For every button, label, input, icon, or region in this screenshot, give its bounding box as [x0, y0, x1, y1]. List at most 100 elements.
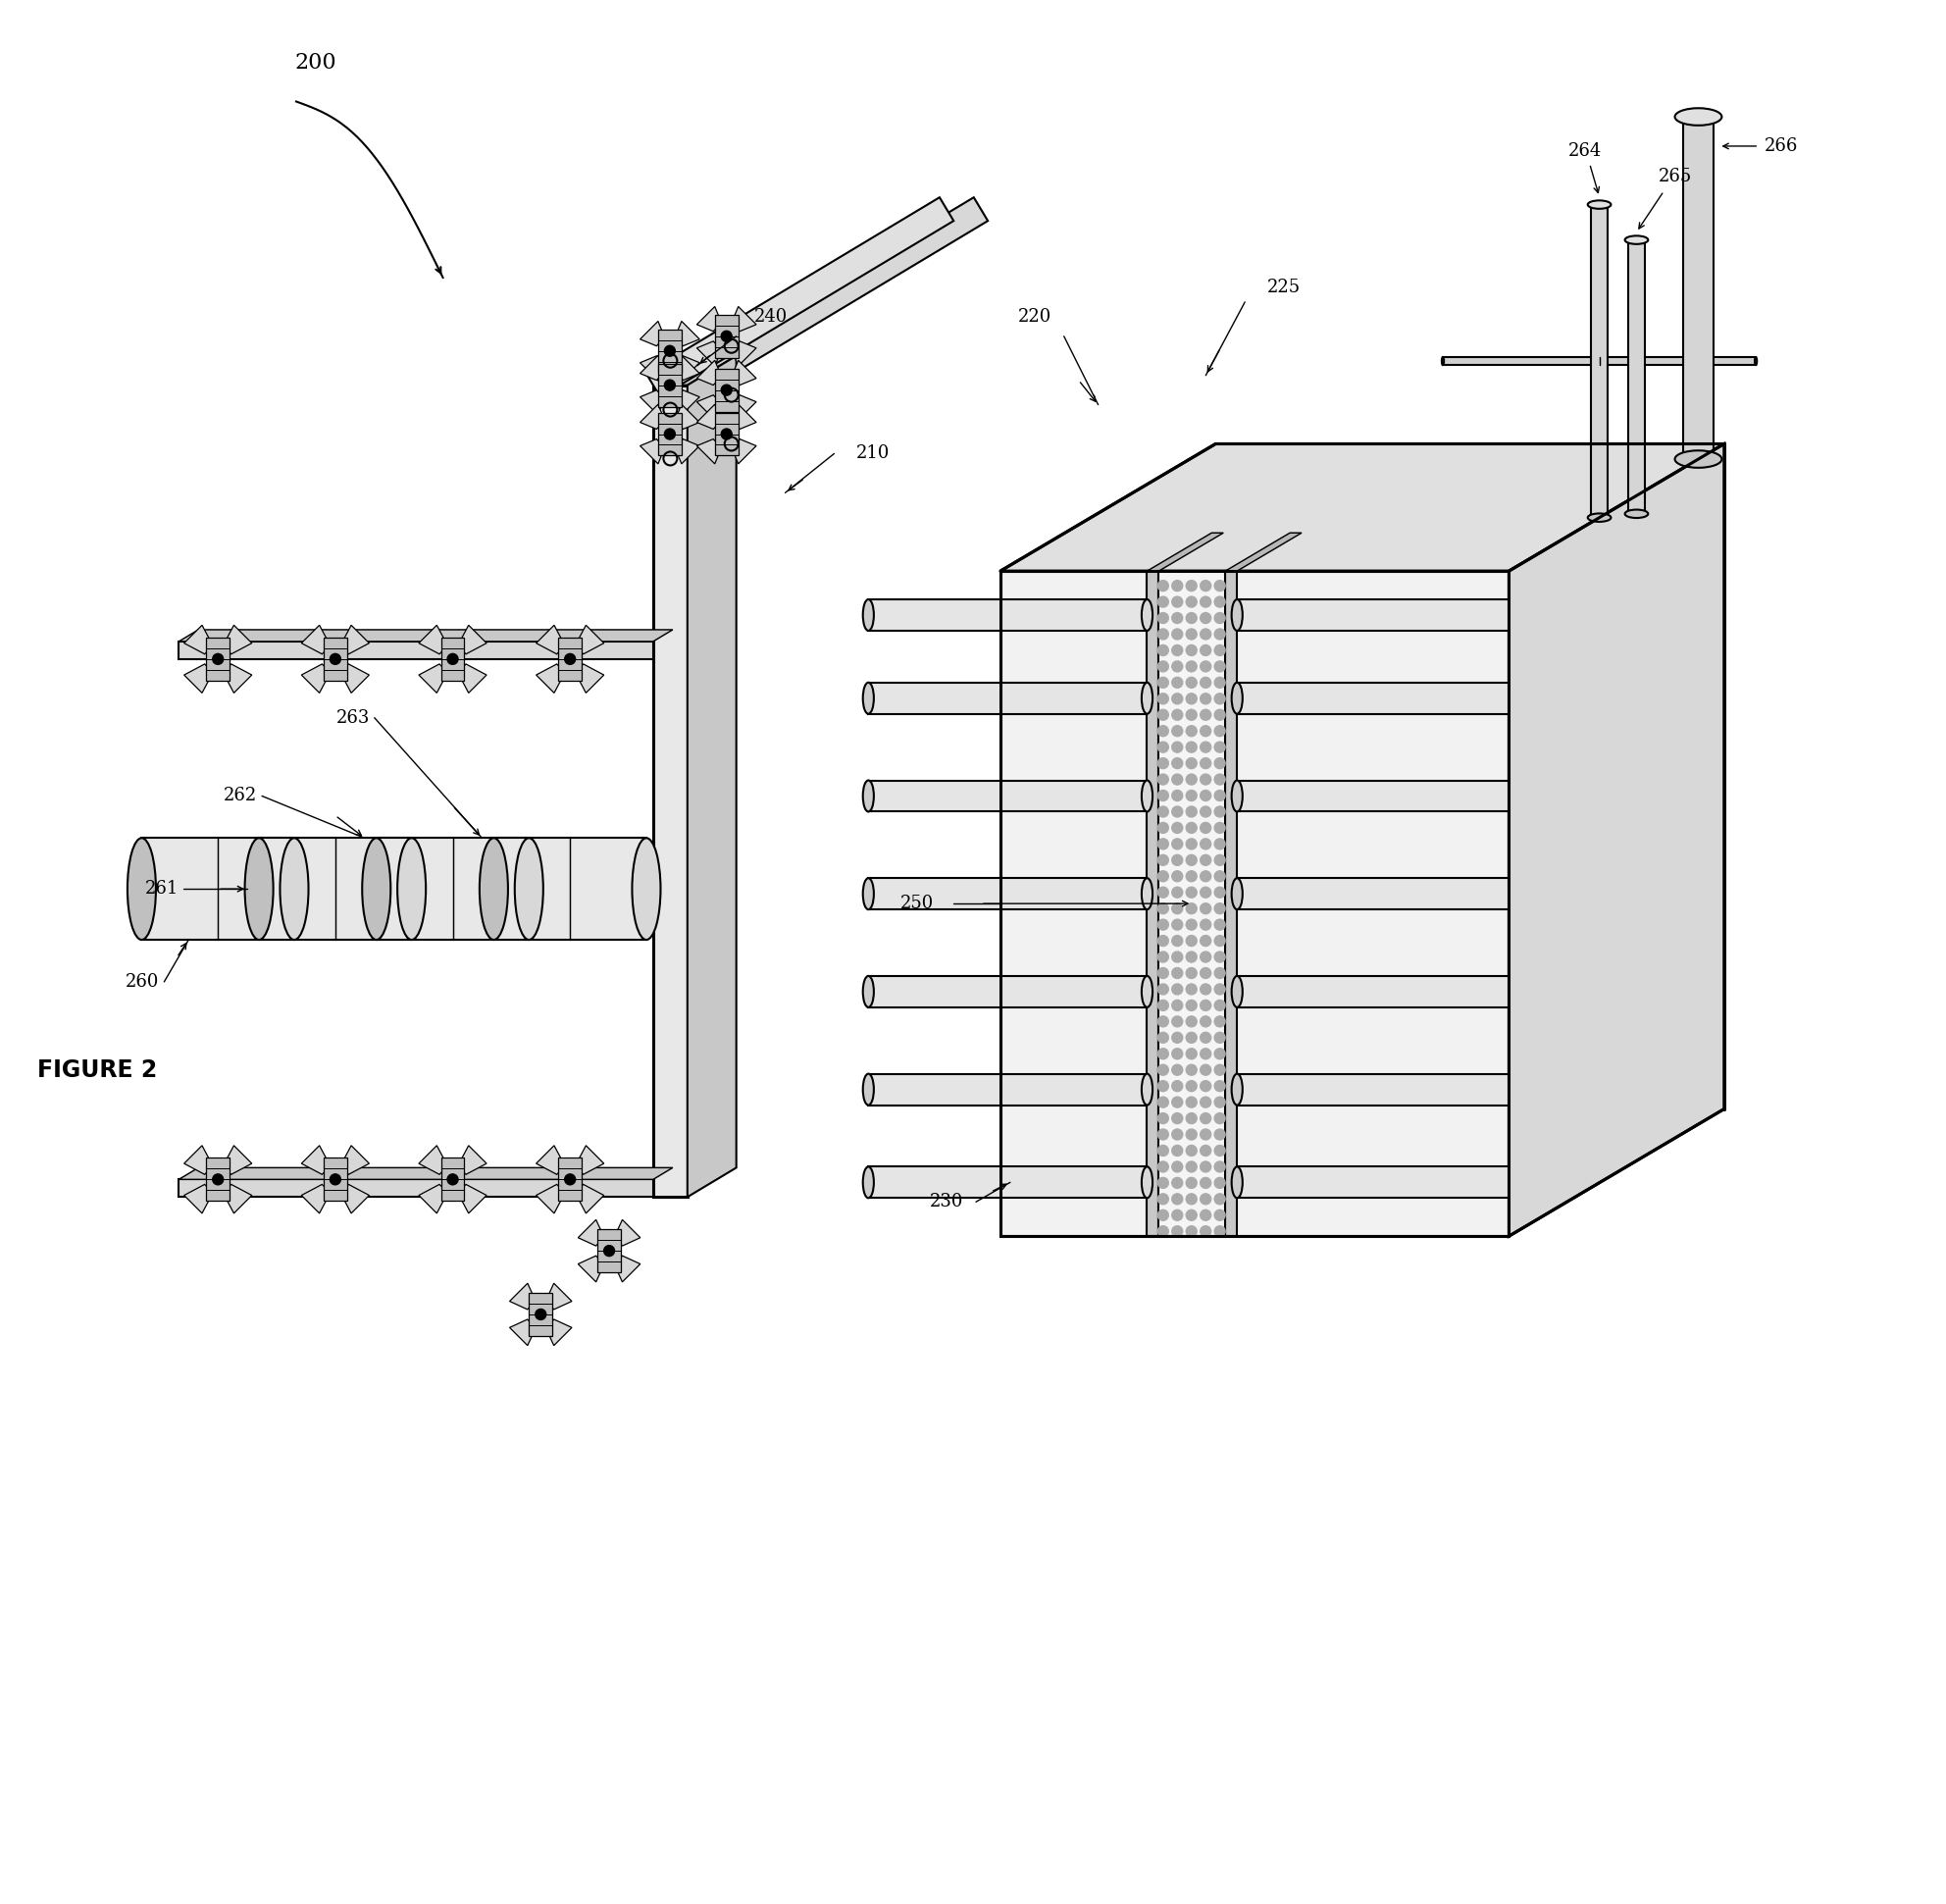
Ellipse shape — [126, 838, 156, 941]
Circle shape — [1214, 1114, 1226, 1123]
Circle shape — [1158, 984, 1168, 994]
Circle shape — [331, 1175, 341, 1184]
Polygon shape — [529, 1293, 553, 1337]
Circle shape — [1214, 775, 1226, 784]
Ellipse shape — [1442, 358, 1444, 366]
Circle shape — [1171, 1049, 1183, 1059]
Circle shape — [1171, 805, 1183, 817]
Text: 260: 260 — [126, 973, 160, 990]
Circle shape — [1185, 887, 1197, 899]
Circle shape — [1158, 838, 1168, 849]
Ellipse shape — [862, 682, 874, 714]
Circle shape — [1158, 1226, 1168, 1238]
Polygon shape — [302, 664, 331, 693]
Circle shape — [1201, 1064, 1210, 1076]
Polygon shape — [578, 1257, 603, 1281]
Circle shape — [1201, 838, 1210, 849]
Circle shape — [1171, 645, 1183, 655]
Polygon shape — [675, 356, 699, 381]
Polygon shape — [574, 625, 603, 655]
Text: 265: 265 — [1658, 168, 1693, 185]
Polygon shape — [574, 664, 603, 693]
Circle shape — [1171, 1081, 1183, 1091]
Bar — [1158, 571, 1226, 1236]
Circle shape — [1214, 743, 1226, 752]
Ellipse shape — [1755, 358, 1757, 366]
Circle shape — [1201, 678, 1210, 687]
Polygon shape — [640, 356, 666, 381]
Ellipse shape — [862, 1167, 874, 1198]
Polygon shape — [418, 664, 448, 693]
Circle shape — [1158, 823, 1168, 834]
Circle shape — [1185, 596, 1197, 607]
Circle shape — [1214, 952, 1226, 962]
Circle shape — [1158, 1049, 1168, 1059]
Circle shape — [664, 379, 675, 390]
Circle shape — [1158, 1177, 1168, 1188]
Circle shape — [1214, 613, 1226, 623]
Circle shape — [1158, 1000, 1168, 1011]
Circle shape — [1185, 1144, 1197, 1156]
Circle shape — [1171, 613, 1183, 623]
Circle shape — [1214, 870, 1226, 882]
Circle shape — [1201, 902, 1210, 914]
Polygon shape — [732, 341, 757, 366]
Polygon shape — [868, 600, 1146, 630]
Circle shape — [1201, 920, 1210, 929]
Circle shape — [1171, 823, 1183, 834]
Polygon shape — [185, 1184, 212, 1213]
Polygon shape — [646, 198, 954, 396]
Ellipse shape — [1625, 236, 1648, 244]
Ellipse shape — [632, 838, 660, 941]
Circle shape — [1185, 1064, 1197, 1076]
Circle shape — [1158, 1032, 1168, 1043]
Polygon shape — [224, 1146, 251, 1175]
Circle shape — [1185, 1032, 1197, 1043]
Circle shape — [1185, 678, 1197, 687]
Circle shape — [1201, 743, 1210, 752]
Circle shape — [1201, 628, 1210, 640]
Polygon shape — [418, 625, 448, 655]
Ellipse shape — [1232, 1167, 1243, 1198]
Circle shape — [1158, 1144, 1168, 1156]
Polygon shape — [376, 838, 529, 941]
Circle shape — [1201, 1144, 1210, 1156]
Circle shape — [1185, 920, 1197, 929]
Circle shape — [1214, 1226, 1226, 1238]
Circle shape — [1185, 1114, 1197, 1123]
Circle shape — [1214, 1194, 1226, 1205]
Circle shape — [1158, 855, 1168, 866]
Polygon shape — [442, 1158, 465, 1201]
Polygon shape — [730, 198, 989, 367]
Circle shape — [1185, 1081, 1197, 1091]
Circle shape — [1185, 581, 1197, 590]
Circle shape — [1214, 1177, 1226, 1188]
Circle shape — [1158, 596, 1168, 607]
Circle shape — [1214, 1161, 1226, 1173]
Circle shape — [1171, 1129, 1183, 1140]
Circle shape — [1158, 710, 1168, 720]
Circle shape — [1158, 1114, 1168, 1123]
Circle shape — [1214, 823, 1226, 834]
Polygon shape — [640, 390, 666, 415]
Ellipse shape — [1142, 977, 1152, 1007]
Circle shape — [1201, 823, 1210, 834]
Polygon shape — [640, 356, 666, 381]
Circle shape — [1158, 693, 1168, 704]
Circle shape — [1171, 952, 1183, 962]
Polygon shape — [510, 1283, 535, 1310]
Polygon shape — [1238, 977, 1508, 1007]
Circle shape — [1214, 790, 1226, 802]
Circle shape — [535, 1310, 547, 1319]
Circle shape — [1185, 952, 1197, 962]
Circle shape — [448, 653, 457, 664]
Circle shape — [1201, 870, 1210, 882]
Polygon shape — [418, 1146, 448, 1175]
Circle shape — [1201, 693, 1210, 704]
Circle shape — [1201, 1114, 1210, 1123]
Polygon shape — [259, 838, 413, 941]
Circle shape — [331, 653, 341, 664]
Circle shape — [1201, 1161, 1210, 1173]
Ellipse shape — [1142, 1167, 1152, 1198]
Polygon shape — [675, 404, 699, 428]
